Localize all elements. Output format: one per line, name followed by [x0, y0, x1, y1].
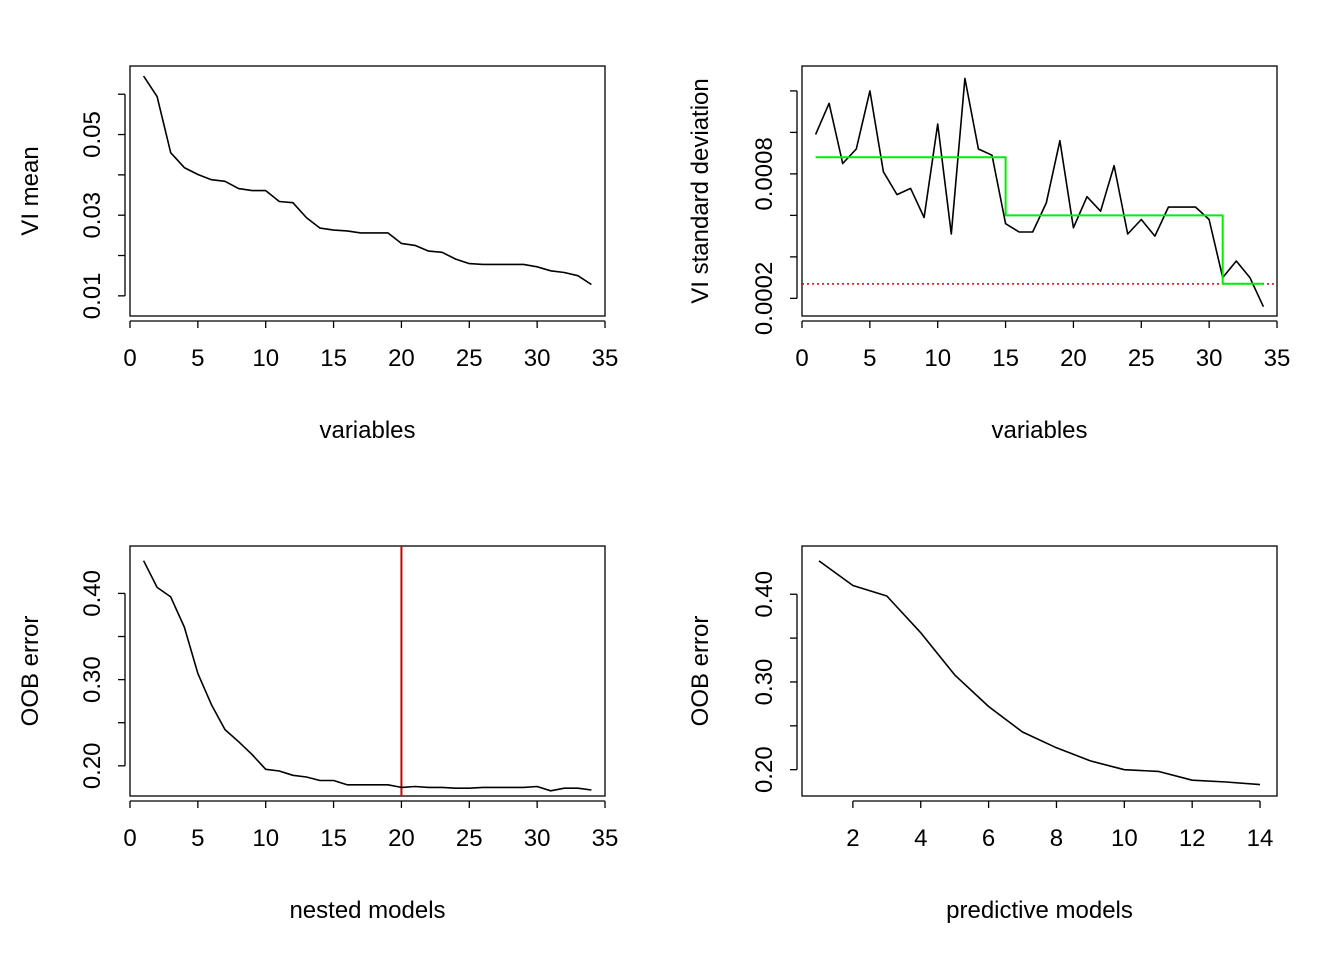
x-tick-label: 10	[924, 345, 951, 372]
x-tick-label: 35	[592, 345, 619, 372]
x-tick-label: 25	[456, 825, 483, 852]
x-tick-label: 30	[524, 825, 551, 852]
x-tick-label: 20	[388, 825, 415, 852]
x-tick-label: 8	[1050, 825, 1063, 852]
x-tick-label: 6	[982, 825, 995, 852]
y-tick-label: 0.40	[79, 570, 106, 617]
x-tick-label: 10	[1111, 825, 1138, 852]
x-tick-label: 5	[191, 825, 204, 852]
x-tick-label: 15	[992, 345, 1019, 372]
x-tick-label: 35	[1264, 345, 1291, 372]
y-tick-label: 0.0002	[751, 262, 778, 335]
x-tick-label: 2	[846, 825, 859, 852]
series-line-1	[818, 560, 1261, 786]
x-axis-title: variables	[319, 417, 415, 444]
x-tick-label: 35	[592, 825, 619, 852]
x-axis-title: predictive models	[946, 897, 1133, 924]
y-axis-title: VI mean	[17, 146, 44, 235]
x-tick-label: 30	[1196, 345, 1223, 372]
x-tick-label: 0	[123, 345, 136, 372]
x-tick-label: 5	[191, 345, 204, 372]
y-tick-label: 0.20	[79, 742, 106, 789]
x-tick-label: 12	[1179, 825, 1206, 852]
x-axis-title: variables	[991, 417, 1087, 444]
series-line-1	[142, 75, 592, 286]
chart-panel-3: 0 5 10 15 20 25 30 35 0.20 0.30 0.40 nested models O…	[17, 545, 619, 924]
y-tick-label: 0.03	[79, 192, 106, 239]
chart-panel-4: 2 4 6 8 10 12 14 0.20 0.30 0.40 predictive models O…	[687, 545, 1278, 924]
y-tick-label: 0.20	[751, 746, 778, 793]
plot-frame	[129, 545, 606, 797]
y-tick-label: 0.05	[79, 111, 106, 158]
y-tick-label: 0.01	[79, 272, 106, 319]
y-axis-title: OOB error	[17, 616, 44, 727]
x-tick-label: 5	[863, 345, 876, 372]
x-tick-label: 20	[1060, 345, 1087, 372]
x-tick-label: 25	[456, 345, 483, 372]
series-line-1	[814, 77, 1265, 308]
y-axis-title: VI standard deviation	[687, 78, 714, 303]
y-tick-label: 0.0008	[751, 137, 778, 210]
y-tick-label: 0.30	[79, 656, 106, 703]
x-tick-label: 20	[388, 345, 415, 372]
y-tick-label: 0.30	[751, 659, 778, 706]
x-tick-label: 25	[1128, 345, 1155, 372]
x-tick-label: 10	[252, 825, 279, 852]
plot-frame	[801, 65, 1278, 317]
x-tick-label: 15	[320, 345, 347, 372]
step-threshold-series	[815, 156, 1264, 285]
chart-panel-1: 0 5 10 15 20 25 30 35 0.01 0.03 0.05 variables VI me…	[17, 65, 619, 444]
x-tick-label: 14	[1247, 825, 1274, 852]
chart-panel-2: 0 5 10 15 20 25 30 35 0.0002 0.0008 variables VI st…	[687, 65, 1291, 444]
x-tick-label: 15	[320, 825, 347, 852]
x-tick-label: 30	[524, 345, 551, 372]
series-line-1	[142, 560, 592, 792]
x-tick-label: 10	[252, 345, 279, 372]
plot-frame	[801, 545, 1278, 797]
x-axis-title: nested models	[289, 897, 445, 924]
x-tick-label: 0	[795, 345, 808, 372]
x-tick-label: 0	[123, 825, 136, 852]
x-tick-label: 4	[914, 825, 927, 852]
y-tick-label: 0.40	[751, 571, 778, 618]
plot-frame	[129, 65, 606, 317]
y-axis-title: OOB error	[687, 616, 714, 727]
